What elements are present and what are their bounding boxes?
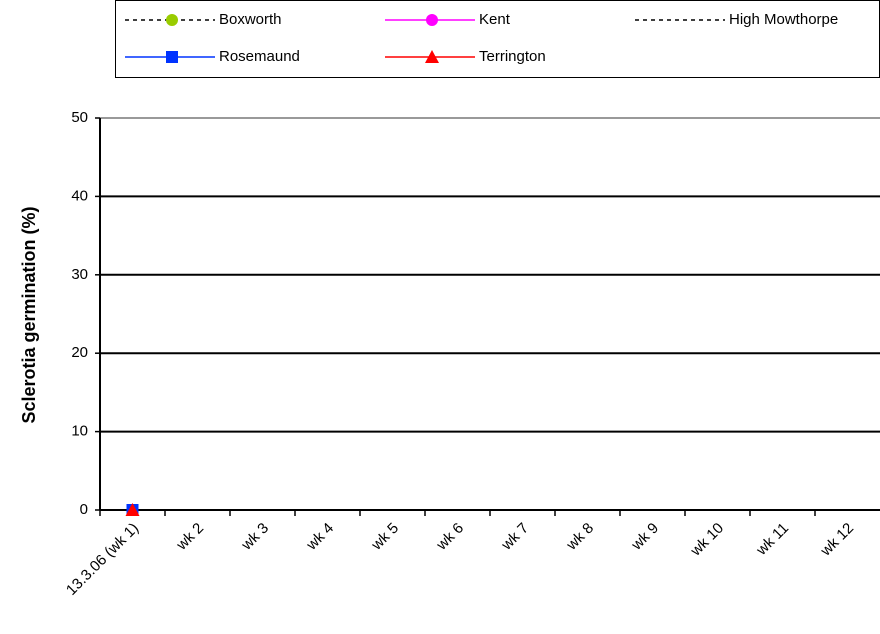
y-axis-title: Sclerotia germination (%)	[19, 206, 39, 423]
x-tick-label: wk 12	[817, 520, 857, 560]
y-tick-label: 50	[71, 109, 88, 126]
legend-label: High Mowthorpe	[729, 11, 838, 28]
marker	[425, 50, 439, 63]
x-tick-label: wk 10	[687, 520, 727, 560]
y-tick-label: 30	[71, 266, 88, 283]
y-tick-label: 10	[71, 423, 88, 440]
x-tick-label: wk 9	[628, 520, 663, 555]
x-tick-label: 13.3.06 (wk 1)	[63, 520, 142, 599]
marker	[125, 503, 140, 516]
x-tick-label: wk 6	[433, 520, 468, 555]
legend-label: Terrington	[479, 48, 546, 65]
y-tick-label: 20	[71, 344, 88, 361]
y-tick-label: 0	[80, 501, 88, 518]
x-tick-label: wk 7	[498, 520, 533, 555]
legend-label: Kent	[479, 11, 511, 28]
x-tick-label: wk 5	[368, 520, 403, 555]
x-tick-label: wk 3	[238, 520, 273, 555]
legend-box	[115, 0, 880, 78]
marker	[166, 51, 178, 63]
x-tick-label: wk 2	[173, 520, 208, 555]
x-tick-label: wk 4	[303, 520, 338, 555]
x-tick-label: wk 11	[752, 520, 792, 560]
legend-label: Rosemaund	[219, 48, 300, 65]
y-tick-label: 40	[71, 187, 88, 204]
x-tick-label: wk 8	[563, 520, 598, 555]
legend-label: Boxworth	[219, 11, 282, 28]
marker	[426, 14, 438, 26]
marker	[166, 14, 178, 26]
